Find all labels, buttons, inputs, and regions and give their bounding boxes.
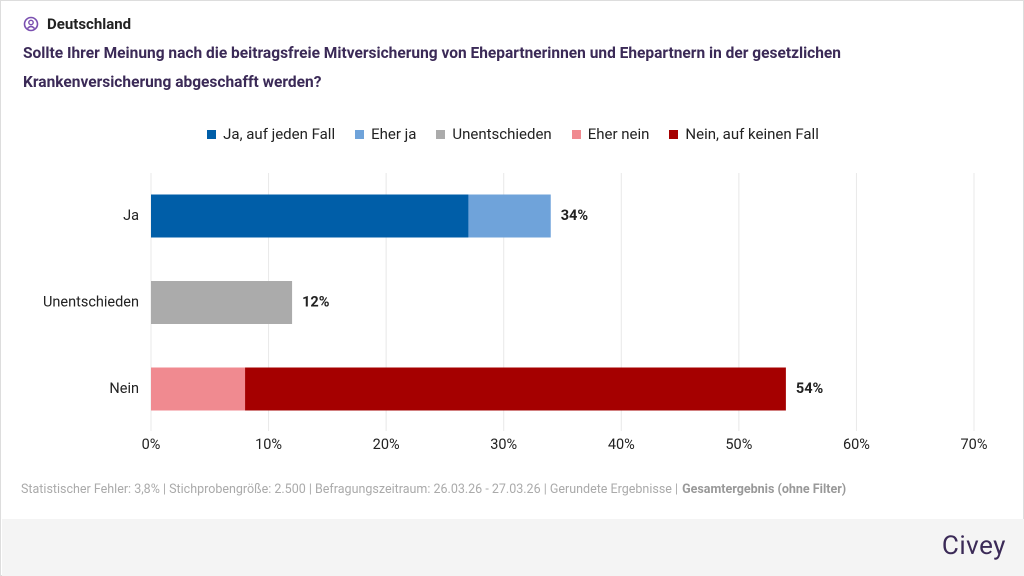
legend-label: Nein, auf keinen Fall xyxy=(685,125,819,143)
legend-swatch xyxy=(669,129,679,139)
header: Deutschland xyxy=(23,15,131,33)
total-label: 12% xyxy=(302,293,330,310)
legend-label: Eher ja xyxy=(371,125,417,143)
total-label: 34% xyxy=(561,207,589,224)
brand-bar: Civey xyxy=(2,519,1024,576)
chart: 0% 10% 20% 30% 40% 50% 60% 70% Ja 34% Unentschiede… xyxy=(43,173,988,453)
legend-item: Ja, auf jeden Fall xyxy=(207,125,335,143)
bar-segment xyxy=(245,367,786,411)
bar-segment xyxy=(151,367,246,411)
brand: Civey xyxy=(941,531,1006,561)
bar-segment xyxy=(151,194,469,238)
legend-label: Eher nein xyxy=(587,125,650,143)
legend-item: Eher ja xyxy=(355,125,416,143)
legend-swatch xyxy=(571,129,581,139)
region-icon xyxy=(23,16,39,32)
region: Deutschland xyxy=(47,15,132,33)
footer: Statistischer Fehler: 3,8% | Stichproben… xyxy=(21,482,846,497)
x-tick-label: 60% xyxy=(843,436,870,453)
x-tick-label: 20% xyxy=(373,436,400,453)
x-tick-label: 10% xyxy=(255,436,282,453)
y-tick-label: Nein xyxy=(109,380,139,397)
x-tick-label: 0% xyxy=(142,436,161,453)
y-tick-label: Unentschieden xyxy=(43,293,139,310)
footer-filter: Gesamtergebnis (ohne Filter) xyxy=(682,482,847,497)
legend-swatch xyxy=(436,129,446,139)
chart-title: Sollte Ihrer Meinung nach die beitragsfr… xyxy=(23,44,841,91)
x-tick-label: 30% xyxy=(490,436,517,453)
legend-item: Unentschieden xyxy=(436,125,552,143)
legend-swatch xyxy=(207,129,217,139)
bar-segment xyxy=(151,281,293,324)
legend-item: Eher nein xyxy=(571,125,650,143)
legend-swatch xyxy=(355,129,365,139)
legend: Ja, auf jeden Fall Eher ja Unentschieden Eh… xyxy=(1,125,1024,143)
bar-segment xyxy=(468,194,551,238)
x-tick-label: 50% xyxy=(725,436,752,453)
legend-label: Unentschieden xyxy=(452,125,552,143)
footer-note: Statistischer Fehler: 3,8% | Stichproben… xyxy=(21,482,679,497)
legend-item: Nein, auf keinen Fall xyxy=(669,125,819,143)
y-tick-label: Ja xyxy=(123,207,139,224)
legend-label: Ja, auf jeden Fall xyxy=(223,125,336,143)
x-tick-label: 40% xyxy=(608,436,635,453)
x-tick-label: 70% xyxy=(961,436,988,453)
total-label: 54% xyxy=(796,380,824,397)
